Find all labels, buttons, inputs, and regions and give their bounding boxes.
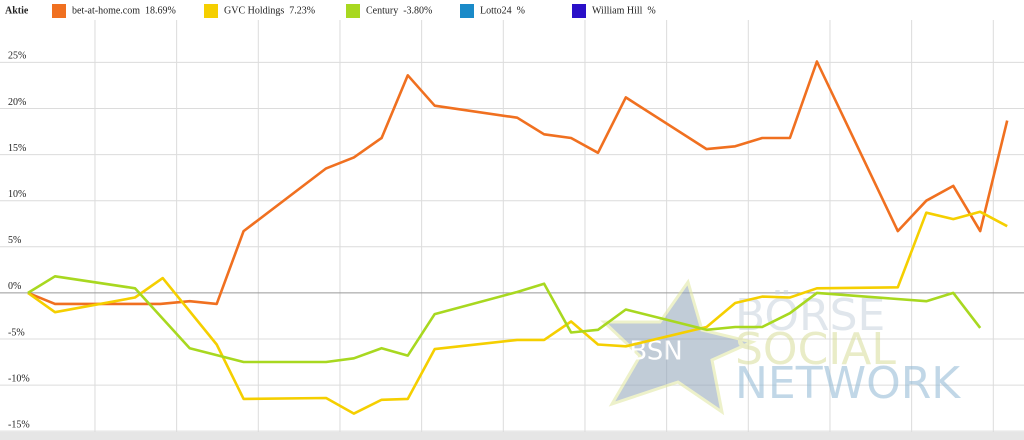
legend-label: Century -3.80% [366, 5, 432, 16]
y-tick-label: -15% [8, 419, 30, 430]
legend-swatch [572, 4, 586, 18]
legend-swatch [52, 4, 66, 18]
watermark-star [600, 278, 757, 416]
legend-label: William Hill % [592, 5, 656, 16]
legend-swatch [204, 4, 218, 18]
legend-swatch [460, 4, 474, 18]
watermark-line: NETWORK [735, 358, 961, 409]
watermark-badge: BSN [629, 337, 682, 367]
legend-label: GVC Holdings 7.23% [224, 5, 315, 16]
legend-label: Lotto24 % [480, 5, 525, 16]
scroll-band [0, 432, 1024, 440]
watermark-line: SOCIAL [735, 324, 896, 375]
series-line [27, 60, 1009, 306]
grid [0, 20, 1024, 433]
legend-label: bet-at-home.com 18.69% [72, 5, 176, 16]
legend-title: Aktie [5, 5, 29, 16]
y-tick-label: -10% [8, 373, 30, 384]
series-line [27, 210, 1008, 415]
watermark: BSN BÖRSE SOCIAL NETWORK [600, 278, 961, 416]
legend-swatch [346, 4, 360, 18]
y-tick-label: 0% [8, 281, 21, 292]
y-tick-label: 25% [8, 51, 26, 62]
y-tick-label: -5% [8, 327, 25, 338]
y-tick-label: 20% [8, 97, 26, 108]
y-tick-label: 15% [8, 143, 26, 154]
y-tick-label: 10% [8, 189, 26, 200]
series-line [27, 275, 982, 364]
y-tick-label: 5% [8, 235, 21, 246]
